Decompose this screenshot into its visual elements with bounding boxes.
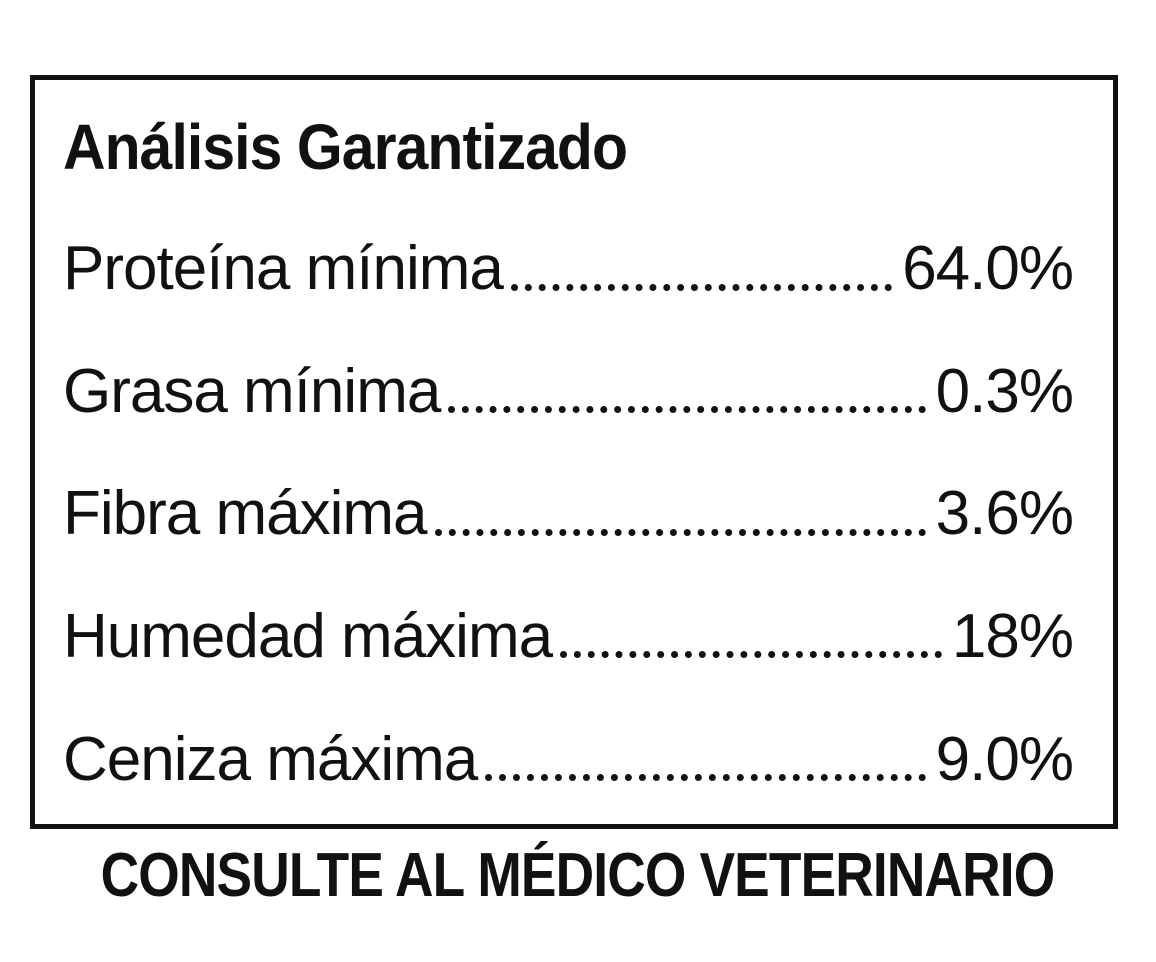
vet-notice: CONSULTE AL MÉDICO VETERINARIO (0, 840, 1156, 911)
nutrient-label: Proteína mínima (63, 234, 504, 304)
dot-leader (510, 234, 893, 291)
nutrient-value: 64.0% (902, 234, 1074, 304)
nutrient-value: 18% (951, 602, 1074, 671)
analysis-row: Proteína mínima 64.0% (63, 234, 1074, 304)
guaranteed-analysis-panel: Análisis Garantizado Proteína mínima 64.… (30, 75, 1118, 829)
panel-title-text: Análisis Garantizado (63, 111, 628, 183)
nutrient-label: Fibra máxima (63, 479, 428, 549)
nutrient-label: Grasa mínima (63, 356, 441, 426)
dot-leader (448, 357, 926, 414)
analysis-row: Fibra máxima 3.6% (63, 479, 1074, 549)
nutrient-value: 9.0% (935, 724, 1074, 794)
analysis-row: Grasa mínima 0.3% (63, 356, 1074, 426)
nutrient-value: 3.6% (935, 479, 1074, 549)
dot-leader (560, 602, 942, 659)
dot-leader (485, 725, 926, 781)
nutrient-value: 0.3% (935, 356, 1074, 426)
panel-title: Análisis Garantizado (63, 111, 1073, 183)
nutrient-label: Ceniza máxima (63, 724, 478, 794)
analysis-row: Ceniza máxima 9.0% (63, 724, 1074, 794)
nutrient-label: Humedad máxima (63, 602, 553, 671)
vet-notice-text: CONSULTE AL MÉDICO VETERINARIO (101, 841, 1056, 910)
analysis-row: Humedad máxima 18% (63, 602, 1074, 671)
dot-leader (434, 479, 926, 536)
